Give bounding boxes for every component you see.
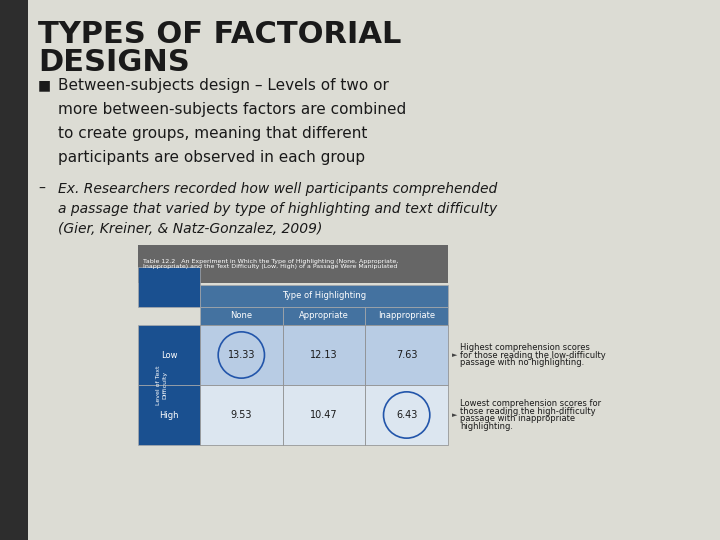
FancyBboxPatch shape [365, 385, 448, 445]
Text: passage with inappropriate: passage with inappropriate [460, 414, 575, 423]
Text: High: High [159, 410, 179, 420]
Text: ►: ► [452, 352, 457, 358]
FancyBboxPatch shape [138, 245, 448, 283]
Text: 7.63: 7.63 [396, 350, 418, 360]
Text: Lowest comprehension scores for: Lowest comprehension scores for [460, 399, 601, 408]
Text: for those reading the low-difficulty: for those reading the low-difficulty [460, 350, 606, 360]
FancyBboxPatch shape [138, 325, 200, 385]
Text: Inappropriate: Inappropriate [378, 312, 435, 321]
Text: more between-subjects factors are combined: more between-subjects factors are combin… [58, 102, 406, 117]
Text: Level of Text
Difficulty: Level of Text Difficulty [156, 365, 167, 405]
Text: a passage that varied by type of highlighting and text difficulty: a passage that varied by type of highlig… [58, 202, 498, 216]
Text: DESIGNS: DESIGNS [38, 48, 190, 77]
Text: ►: ► [452, 412, 457, 418]
Text: 13.33: 13.33 [228, 350, 255, 360]
Text: 9.53: 9.53 [230, 410, 252, 420]
FancyBboxPatch shape [200, 325, 283, 385]
Text: highlighting.: highlighting. [460, 422, 513, 431]
Text: Type of Highlighting: Type of Highlighting [282, 292, 366, 300]
Text: Low: Low [161, 350, 177, 360]
Text: Between-subjects design – Levels of two or: Between-subjects design – Levels of two … [58, 78, 389, 93]
Text: to create groups, meaning that different: to create groups, meaning that different [58, 126, 367, 141]
Text: ■: ■ [38, 78, 51, 92]
Text: 6.43: 6.43 [396, 410, 418, 420]
Text: passage with no highlighting.: passage with no highlighting. [460, 358, 584, 367]
FancyBboxPatch shape [200, 307, 283, 325]
Text: 12.13: 12.13 [310, 350, 338, 360]
FancyBboxPatch shape [200, 385, 283, 445]
Text: Appropriate: Appropriate [299, 312, 349, 321]
FancyBboxPatch shape [283, 325, 365, 385]
Text: Table 12.2   An Experiment in Which the Type of Highlighting (None, Appropriate,: Table 12.2 An Experiment in Which the Ty… [143, 259, 398, 269]
FancyBboxPatch shape [283, 385, 365, 445]
Text: those reading the high-difficulty: those reading the high-difficulty [460, 407, 595, 416]
Text: 10.47: 10.47 [310, 410, 338, 420]
Text: TYPES OF FACTORIAL: TYPES OF FACTORIAL [38, 20, 401, 49]
FancyBboxPatch shape [365, 307, 448, 325]
Text: None: None [230, 312, 253, 321]
Text: Ex. Researchers recorded how well participants comprehended: Ex. Researchers recorded how well partic… [58, 182, 498, 196]
Text: (Gier, Kreiner, & Natz-Gonzalez, 2009): (Gier, Kreiner, & Natz-Gonzalez, 2009) [58, 222, 323, 236]
FancyBboxPatch shape [365, 325, 448, 385]
FancyBboxPatch shape [283, 307, 365, 325]
Text: participants are observed in each group: participants are observed in each group [58, 150, 365, 165]
Text: –: – [38, 182, 45, 196]
Text: Highest comprehension scores: Highest comprehension scores [460, 343, 590, 352]
FancyBboxPatch shape [200, 285, 448, 307]
FancyBboxPatch shape [138, 267, 200, 307]
FancyBboxPatch shape [0, 0, 28, 540]
FancyBboxPatch shape [138, 385, 200, 445]
